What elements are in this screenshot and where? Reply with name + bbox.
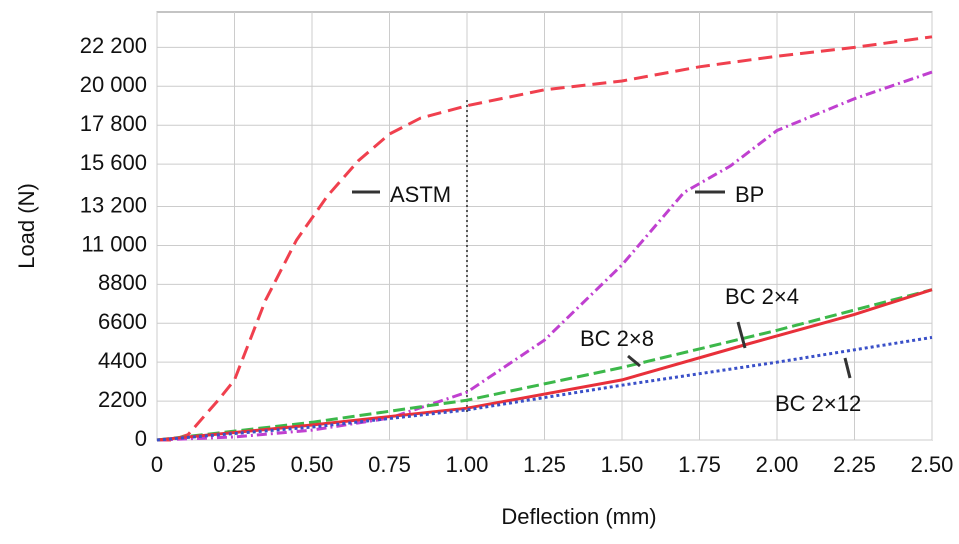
x-tick-label: 0.75	[368, 452, 411, 477]
y-tick-label: 2200	[98, 387, 147, 412]
series-label: ASTM	[390, 182, 451, 207]
x-tick-label: 1.50	[601, 452, 644, 477]
x-tick-label: 1.25	[523, 452, 566, 477]
series-label: BC 2×12	[775, 391, 861, 416]
series-line	[156, 288, 933, 442]
y-tick-label: 8800	[98, 270, 147, 295]
y-tick-label: 20 000	[80, 72, 147, 97]
x-axis-label: Deflection (mm)	[501, 504, 656, 529]
x-tick-label: 2.50	[911, 452, 954, 477]
y-tick-label: 17 800	[80, 111, 147, 136]
series-line	[156, 288, 933, 442]
series-label: BC 2×8	[580, 326, 654, 351]
x-tick-label: 0.25	[213, 452, 256, 477]
series-line	[156, 70, 933, 442]
series-label: BP	[735, 182, 764, 207]
x-tick-label: 2.00	[756, 452, 799, 477]
label-arrow	[843, 357, 852, 379]
x-tick-label: 1.00	[446, 452, 489, 477]
y-axis-label: Load (N)	[14, 183, 39, 269]
y-tick-label: 13 200	[80, 192, 147, 217]
label-arrow	[736, 321, 747, 349]
y-tick-label: 4400	[98, 348, 147, 373]
y-tick-label: 15 600	[80, 150, 147, 175]
x-tick-label: 2.25	[833, 452, 876, 477]
label-arrow	[627, 354, 641, 368]
y-tick-label: 0	[135, 426, 147, 451]
y-tick-label: 22 200	[80, 33, 147, 58]
y-tick-label: 11 000	[81, 231, 147, 256]
y-tick-label: 6600	[98, 309, 147, 334]
x-tick-label: 0.50	[291, 452, 334, 477]
x-tick-label: 1.75	[678, 452, 721, 477]
x-tick-label: 0	[151, 452, 163, 477]
series-line	[157, 35, 933, 442]
series-label: BC 2×4	[725, 284, 799, 309]
